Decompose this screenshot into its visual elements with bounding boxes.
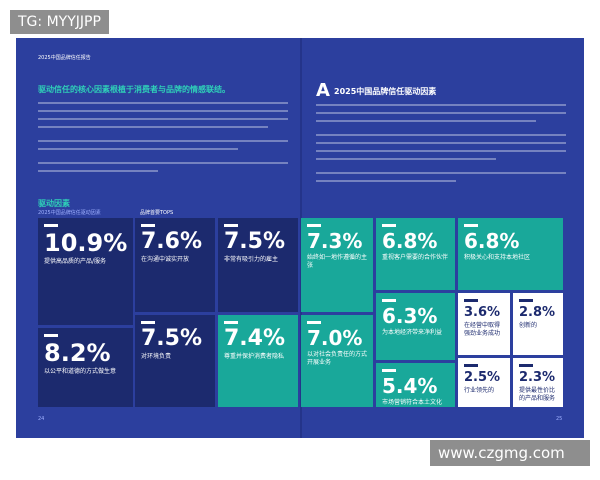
tile-dash bbox=[44, 224, 58, 227]
stat-value: 7.6% bbox=[141, 229, 203, 254]
stat-label: 创新的 bbox=[519, 322, 538, 329]
stat-label: 积极关心和支持本地社区 bbox=[464, 254, 531, 261]
page-header: 2025中国品牌信任报告 bbox=[38, 55, 91, 61]
stat-tile: 2.8% 创新的 bbox=[513, 293, 563, 355]
stat-label: 提供高品质的产品/服务 bbox=[44, 258, 107, 265]
stat-label: 尊重并保护消费者隐私 bbox=[224, 353, 285, 360]
text-line bbox=[316, 112, 566, 114]
stat-value: 2.5% bbox=[464, 370, 501, 385]
stat-label: 非常有吸引力的雇主 bbox=[224, 256, 279, 263]
stat-tile: 2.3% 提供最性价比的产品和服务 bbox=[513, 358, 563, 407]
stat-tile: 5.4% 市场营销符合本土文化 bbox=[376, 363, 455, 407]
text-line bbox=[316, 158, 496, 160]
text-line bbox=[316, 180, 456, 182]
page-number: 25 bbox=[556, 416, 563, 422]
watermark: TG: MYYJJPP bbox=[10, 10, 109, 34]
tile-dash bbox=[44, 334, 58, 337]
text-line bbox=[38, 148, 238, 150]
text-line bbox=[316, 150, 566, 152]
stat-label: 市场营销符合本土文化 bbox=[382, 399, 443, 406]
stat-tile: 7.4% 尊重并保护消费者隐私 bbox=[218, 315, 298, 407]
stat-tile: 6.8% 积极关心和支持本地社区 bbox=[458, 218, 563, 290]
text-line bbox=[38, 140, 288, 142]
stat-value: 8.2% bbox=[44, 339, 111, 367]
tile-dash bbox=[307, 224, 321, 227]
stat-value: 10.9% bbox=[44, 229, 128, 257]
stat-tile: 7.5% 非常有吸引力的雇主 bbox=[218, 218, 298, 312]
text-line bbox=[316, 104, 566, 106]
stat-value: 5.4% bbox=[382, 374, 438, 398]
text-line bbox=[38, 118, 288, 120]
stat-tile: 6.8% 重视客户需要的合作伙伴 bbox=[376, 218, 455, 290]
icon-a: A bbox=[316, 80, 330, 101]
stat-value: 6.8% bbox=[464, 229, 520, 253]
stat-label: 以公平和道德的方式做生意 bbox=[44, 368, 117, 375]
stat-tile: 7.3% 始终如一地作遵循的主张 bbox=[301, 218, 373, 312]
text-line bbox=[38, 126, 268, 128]
section-subtitle: 2025中国品牌信任驱动因素 bbox=[38, 210, 101, 216]
heading: 驱动信任的核心因素根植于消费者与品牌的情感联结。 bbox=[38, 85, 230, 94]
tile-dash bbox=[519, 364, 533, 367]
stat-value: 7.3% bbox=[307, 229, 363, 253]
text-line bbox=[38, 110, 288, 112]
stat-value: 6.8% bbox=[382, 229, 438, 253]
tile-dash bbox=[307, 321, 321, 324]
tile-dash bbox=[382, 224, 396, 227]
stat-tile: 10.9% 提供高品质的产品/服务 bbox=[38, 218, 133, 325]
stat-value: 6.3% bbox=[382, 304, 438, 328]
tile-dash bbox=[141, 224, 155, 227]
stat-value: 2.3% bbox=[519, 370, 556, 385]
stat-tile: 2.5% 行业领先的 bbox=[458, 358, 510, 407]
stat-tile: 6.3% 为本地经济带来净利益 bbox=[376, 293, 455, 360]
tile-dash bbox=[382, 369, 396, 372]
stat-value: 7.4% bbox=[224, 326, 286, 351]
stat-tile: 7.6% 在沟通中诚实开放 bbox=[135, 218, 215, 312]
stat-label: 重视客户需要的合作伙伴 bbox=[382, 254, 449, 261]
stat-label: 行业领先的 bbox=[464, 387, 495, 394]
stat-value: 7.5% bbox=[224, 229, 286, 254]
tile-dash bbox=[141, 321, 155, 324]
stat-value: 3.6% bbox=[464, 305, 501, 320]
section-title: 驱动因素 bbox=[38, 199, 70, 208]
stat-label: 在沟通中诚实开放 bbox=[141, 256, 190, 263]
tile-dash bbox=[464, 224, 478, 227]
stat-label: 为本地经济带来净利益 bbox=[382, 329, 443, 336]
watermark: www.czgmg.com bbox=[430, 440, 590, 466]
stat-label: 提供最性价比的产品和服务 bbox=[519, 387, 556, 402]
stat-tile: 7.5% 对环境负责 bbox=[135, 315, 215, 407]
heading: 2025中国品牌信任驱动因素 bbox=[334, 87, 437, 96]
text-line bbox=[38, 102, 288, 104]
stat-label: 以对社会负责任的方式开展业务 bbox=[307, 351, 368, 366]
stat-tile: 8.2% 以公平和道德的方式做生意 bbox=[38, 328, 133, 407]
text-line bbox=[316, 172, 566, 174]
text-line bbox=[38, 170, 158, 172]
text-line bbox=[38, 162, 288, 164]
stat-value: 7.0% bbox=[307, 326, 363, 350]
tile-dash bbox=[224, 224, 238, 227]
text-line bbox=[316, 134, 566, 136]
tile-dash bbox=[382, 299, 396, 302]
page-number: 24 bbox=[38, 416, 45, 422]
stat-label: 在经营中取得强劲业务成功 bbox=[464, 322, 501, 337]
stat-tile: 7.0% 以对社会负责任的方式开展业务 bbox=[301, 315, 373, 407]
text-line bbox=[316, 120, 536, 122]
tile-dash bbox=[224, 321, 238, 324]
tile-dash bbox=[464, 364, 478, 367]
text-line bbox=[316, 142, 566, 144]
stat-tile: 3.6% 在经营中取得强劲业务成功 bbox=[458, 293, 510, 355]
stat-value: 2.8% bbox=[519, 305, 556, 320]
tile-dash bbox=[519, 299, 533, 302]
stat-label: 对环境负责 bbox=[141, 353, 172, 360]
stat-label: 始终如一地作遵循的主张 bbox=[307, 254, 368, 269]
stat-value: 7.5% bbox=[141, 326, 203, 351]
tiles-caption: 品牌首要TOPS bbox=[140, 210, 174, 216]
tile-dash bbox=[464, 299, 478, 302]
